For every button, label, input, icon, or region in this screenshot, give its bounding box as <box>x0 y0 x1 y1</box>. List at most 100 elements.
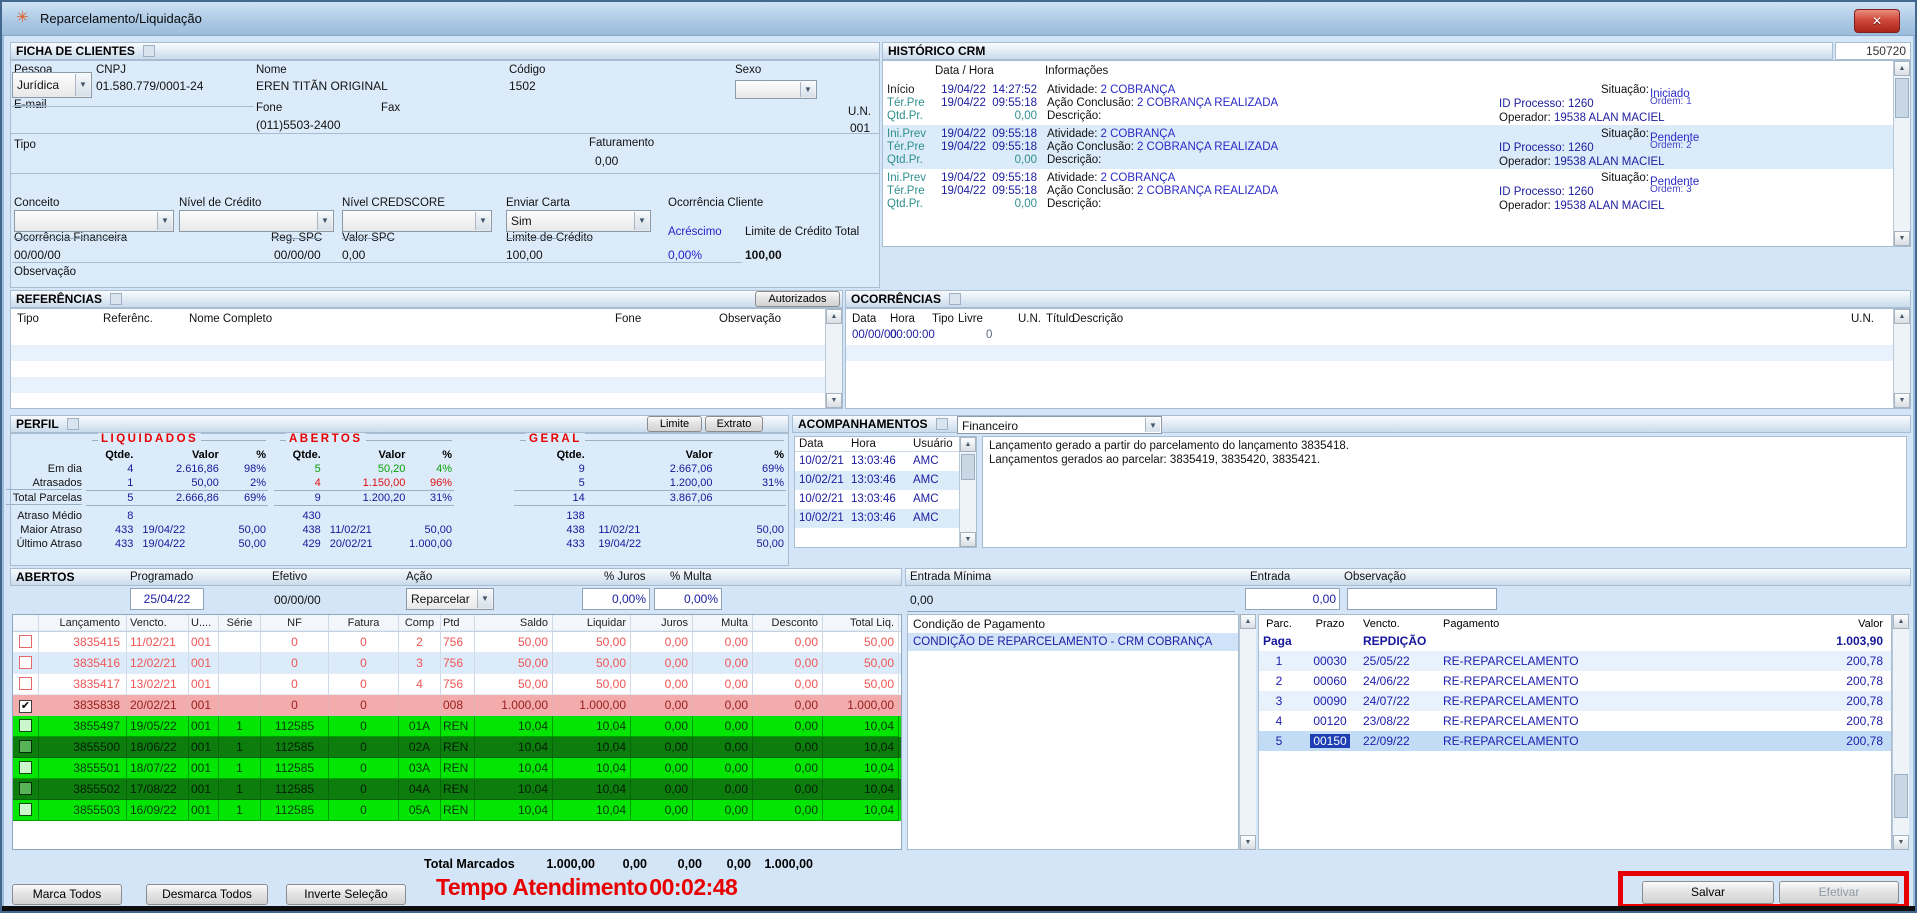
parcela-row[interactable]: 2 00060 24/06/22 RE-REPARCELAMENTO 200,7… <box>1259 671 1891 691</box>
grid-row[interactable]: 3855503 16/09/22 001 1 112585 0 05A REN … <box>13 800 901 821</box>
cell-prazo[interactable]: 00120 <box>1313 714 1347 728</box>
cell-vencto: 20/02/21 <box>127 695 189 716</box>
scroll-up-icon[interactable]: ▲ <box>1240 614 1256 629</box>
acomp-row[interactable]: 10/02/21 13:03:46 AMC <box>795 471 959 490</box>
acomp-row[interactable]: 10/02/21 13:03:46 AMC <box>795 509 959 528</box>
programado-input[interactable] <box>130 588 204 610</box>
juros-input[interactable] <box>582 588 650 610</box>
scroll-thumb[interactable] <box>1895 78 1909 118</box>
parcela-row[interactable]: 1 00030 25/05/22 RE-REPARCELAMENTO 200,7… <box>1259 651 1891 671</box>
extrato-button[interactable]: Extrato <box>705 416 763 432</box>
scroll-down-icon[interactable]: ▼ <box>1893 835 1909 850</box>
cell-serie: 1 <box>219 800 261 821</box>
row-checkbox[interactable]: ✔ <box>13 695 39 716</box>
row-checkbox[interactable] <box>13 758 39 779</box>
cell-prazo[interactable]: 00030 <box>1313 654 1347 668</box>
cell-prazo[interactable]: 00060 <box>1313 674 1347 688</box>
row-checkbox[interactable] <box>13 779 39 800</box>
crm-scrollbar[interactable]: ▲ ▼ <box>1893 61 1910 246</box>
scroll-up-icon[interactable]: ▲ <box>1894 61 1910 76</box>
scroll-up-icon[interactable]: ▲ <box>1894 309 1910 324</box>
close-icon[interactable]: ✕ <box>1854 9 1900 33</box>
scroll-thumb[interactable] <box>961 454 975 480</box>
acomp-scrollbar[interactable]: ▲ ▼ <box>959 437 976 547</box>
oc-col-livre: Livre <box>958 313 983 325</box>
scroll-down-icon[interactable]: ▼ <box>1240 835 1256 850</box>
cell-desconto: 0,00 <box>753 779 823 800</box>
conceito-select[interactable]: ▼ <box>14 210 174 232</box>
sexo-select[interactable]: ▼ <box>735 80 817 99</box>
scroll-up-icon[interactable]: ▲ <box>1893 614 1909 629</box>
cell-juros: 0,00 <box>631 695 693 716</box>
autorizados-button[interactable]: Autorizados <box>755 291 840 307</box>
scroll-down-icon[interactable]: ▼ <box>1894 393 1910 408</box>
referencias-scrollbar[interactable]: ▲ ▼ <box>825 309 842 408</box>
pessoa-select[interactable]: Jurídica ▼ <box>12 72 92 98</box>
ocorrencias-toggle[interactable] <box>949 293 962 305</box>
perfil-toggle[interactable] <box>66 418 79 430</box>
scroll-down-icon[interactable]: ▼ <box>1894 231 1910 246</box>
cell-vencto: 23/08/22 <box>1363 714 1410 728</box>
acomp-row[interactable]: 10/02/21 13:03:46 AMC <box>795 452 959 471</box>
col-nf: NF <box>261 615 329 631</box>
ficha-toggle[interactable] <box>142 45 155 57</box>
crm-entry[interactable]: Ini.Prev 19/04/22 09:55:18 Atividade: 2 C… <box>883 125 1893 169</box>
scroll-up-icon[interactable]: ▲ <box>826 309 842 324</box>
cell-lancamento: 3855497 <box>39 716 127 737</box>
acomp-filter-select[interactable]: Financeiro ▼ <box>957 416 1162 434</box>
grid-row[interactable]: 3855497 19/05/22 001 1 112585 0 01A REN … <box>13 716 901 737</box>
parcela-row[interactable]: 3 00090 24/07/22 RE-REPARCELAMENTO 200,7… <box>1259 691 1891 711</box>
crm-col-datahora: Data / Hora <box>935 65 994 77</box>
marca-todos-button[interactable]: Marca Todos <box>12 884 122 905</box>
crm-line2-datetime: 19/04/22 09:55:18 <box>941 97 1037 109</box>
scroll-down-icon[interactable]: ▼ <box>826 393 842 408</box>
ocorrencias-scrollbar[interactable]: ▲ ▼ <box>1893 309 1910 408</box>
scroll-up-icon[interactable]: ▲ <box>960 437 976 452</box>
limite-button[interactable]: Limite <box>647 416 702 432</box>
row-checkbox[interactable] <box>13 653 39 674</box>
enviar-carta-select[interactable]: Sim ▼ <box>506 210 651 232</box>
row-checkbox[interactable] <box>13 737 39 758</box>
col-lancamento: Lançamento <box>39 615 127 631</box>
acomp-row[interactable]: 10/02/21 13:03:46 AMC <box>795 490 959 509</box>
parcela-row[interactable]: 5 00150 22/09/22 RE-REPARCELAMENTO 200,7… <box>1259 731 1891 751</box>
scroll-thumb[interactable] <box>1894 774 1908 818</box>
grid-row[interactable]: 3835417 13/02/21 001 0 0 4 756 50,00 50,… <box>13 674 901 695</box>
referencias-toggle[interactable] <box>110 293 123 305</box>
grid-row[interactable]: 3835415 11/02/21 001 0 0 2 756 50,00 50,… <box>13 632 901 653</box>
nivel-credito-select[interactable]: ▼ <box>179 210 334 232</box>
salvar-button[interactable]: Salvar <box>1642 881 1774 904</box>
cell-liquidar: 10,04 <box>553 758 631 779</box>
efetivar-button[interactable]: Efetivar <box>1779 881 1899 904</box>
parcelas-scrollbar[interactable]: ▲ ▼ <box>1892 614 1909 850</box>
scroll-down-icon[interactable]: ▼ <box>960 532 976 547</box>
cell-prazo[interactable]: 00150 <box>1299 731 1361 751</box>
cell-prazo[interactable]: 00090 <box>1313 694 1347 708</box>
grid-row[interactable]: 3855500 18/06/22 001 1 112585 0 02A REN … <box>13 737 901 758</box>
entrada-input[interactable] <box>1245 588 1340 610</box>
multa-input[interactable] <box>654 588 722 610</box>
inverte-selecao-button[interactable]: Inverte Seleção <box>286 884 406 905</box>
parcela-row[interactable]: 4 00120 23/08/22 RE-REPARCELAMENTO 200,7… <box>1259 711 1891 731</box>
grid-row[interactable]: 3855502 17/08/22 001 1 112585 0 04A REN … <box>13 779 901 800</box>
row-checkbox[interactable] <box>13 716 39 737</box>
grid-row[interactable]: 3835416 12/02/21 001 0 0 3 756 50,00 50,… <box>13 653 901 674</box>
row-checkbox[interactable] <box>13 800 39 821</box>
condicao-scrollbar[interactable]: ▲ ▼ <box>1239 614 1256 850</box>
desmarca-todos-button[interactable]: Desmarca Todos <box>146 884 268 905</box>
cell-serie: 1 <box>219 779 261 800</box>
crm-entry[interactable]: Início 19/04/22 14:27:52 Atividade: 2 COB… <box>883 81 1893 125</box>
parcelas-rows: 1 00030 25/05/22 RE-REPARCELAMENTO 200,7… <box>1259 651 1891 751</box>
condicao-selected-item[interactable]: CONDIÇÃO DE REPARCELAMENTO - CRM COBRANÇ… <box>908 633 1238 651</box>
credscore-select[interactable]: ▼ <box>342 210 492 232</box>
crm-entry[interactable]: Ini.Prev 19/04/22 09:55:18 Atividade: 2 C… <box>883 169 1893 213</box>
grid-row[interactable]: ✔ 3835838 20/02/21 001 0 0 008 1.000,00 … <box>13 695 901 716</box>
oc-row-stripe <box>846 345 1893 361</box>
observacao-input[interactable] <box>1347 588 1497 610</box>
acompanhamentos-toggle[interactable] <box>935 418 948 430</box>
row-checkbox[interactable] <box>13 674 39 695</box>
row-checkbox[interactable] <box>13 632 39 653</box>
acao-select[interactable]: Reparcelar ▼ <box>406 588 494 610</box>
crm-line1-label: Ini.Prev <box>887 128 926 140</box>
grid-row[interactable]: 3855501 18/07/22 001 1 112585 0 03A REN … <box>13 758 901 779</box>
